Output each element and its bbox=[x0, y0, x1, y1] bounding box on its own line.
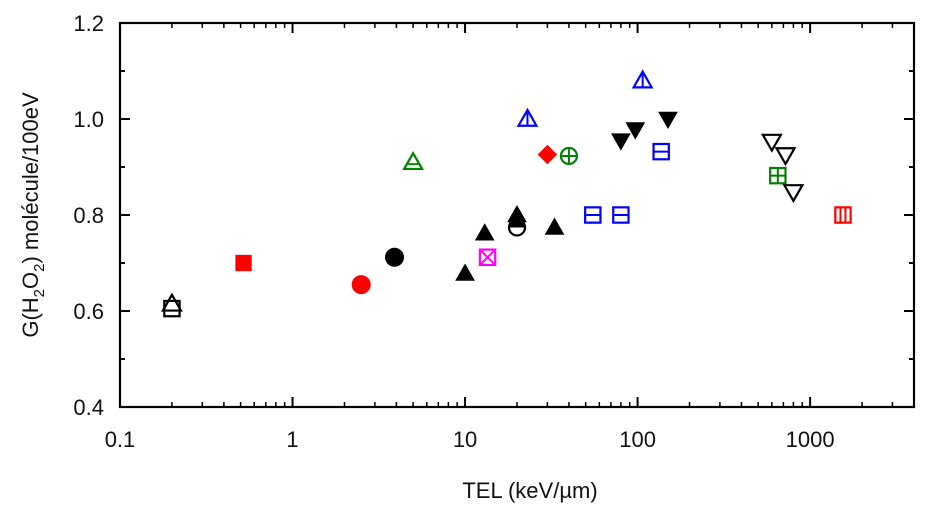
x-tick-label: 10 bbox=[453, 427, 477, 452]
x-axis-label: TEL (keV/µm) bbox=[462, 478, 597, 503]
data-point-triangle-up bbox=[544, 217, 565, 235]
data-point-square-cross bbox=[478, 248, 497, 266]
data-point-triangle-up-vbar bbox=[516, 107, 539, 127]
x-axis-ticks: 0.1 1 10 100 1000 bbox=[105, 23, 915, 452]
data-point-triangle-up-bar bbox=[402, 150, 425, 171]
data-point-triangle-down-open bbox=[760, 133, 783, 153]
data-point-circle bbox=[385, 247, 405, 267]
y-tick-label: 1.0 bbox=[73, 107, 104, 132]
y-tick-label: 0.8 bbox=[73, 203, 104, 228]
data-point-square-plus bbox=[769, 166, 787, 185]
data-points bbox=[161, 69, 852, 318]
x-tick-label: 1000 bbox=[786, 427, 835, 452]
data-point-triangle-up bbox=[474, 223, 495, 241]
data-point-square-hbar bbox=[652, 142, 670, 161]
data-point-triangle-up-vbar bbox=[631, 69, 654, 89]
data-point-square-vbar bbox=[834, 206, 852, 224]
data-point-square-hbar bbox=[584, 206, 602, 224]
data-point-square bbox=[235, 254, 252, 272]
y-axis-ticks: 0.4 0.6 0.8 1.0 1.2 bbox=[73, 11, 914, 420]
data-point-triangle-up bbox=[455, 263, 475, 281]
y-axis-label: G(H2O2) molécule/100eV bbox=[18, 92, 48, 338]
data-point-triangle-down bbox=[611, 133, 631, 151]
data-point-triangle-down bbox=[625, 122, 646, 140]
y-tick-label: 0.4 bbox=[73, 395, 104, 420]
x-tick-label: 0.1 bbox=[105, 427, 136, 452]
data-point-circle bbox=[351, 275, 371, 295]
x-tick-label: 1 bbox=[286, 427, 298, 452]
x-tick-label: 100 bbox=[619, 427, 656, 452]
y-tick-label: 0.6 bbox=[73, 299, 104, 324]
data-point-diamond bbox=[537, 144, 558, 165]
data-point-circle-half bbox=[507, 218, 527, 237]
data-point-triangle-down-open bbox=[782, 184, 805, 204]
y-tick-label: 1.2 bbox=[73, 11, 104, 36]
data-point-circle-plus bbox=[559, 146, 579, 166]
data-point-square-hbar bbox=[612, 206, 630, 224]
data-point-triangle-up-open bbox=[161, 292, 183, 312]
data-point-triangle-down-open bbox=[774, 147, 797, 167]
data-point-triangle-down bbox=[658, 111, 678, 130]
